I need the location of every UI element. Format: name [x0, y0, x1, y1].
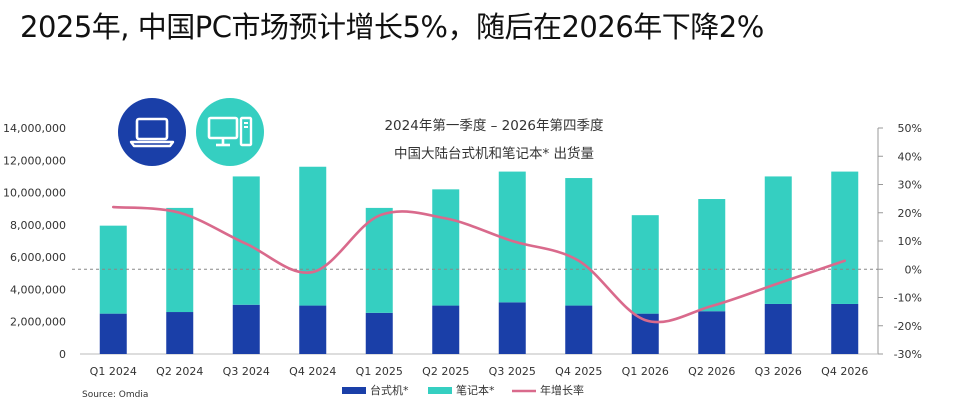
- x-tick-label: Q3 2026: [755, 365, 802, 378]
- x-tick-label: Q2 2026: [688, 365, 735, 378]
- bar-notebook: [365, 207, 393, 313]
- y-left-tick-label: 4,000,000: [10, 283, 66, 296]
- x-tick-label: Q1 2025: [356, 365, 403, 378]
- legend-label-notebook: 笔记本*: [456, 383, 495, 397]
- x-tick-label: Q2 2024: [156, 365, 203, 378]
- x-tick-label: Q1 2026: [622, 365, 669, 378]
- page-headline: 2025年, 中国PC市场预计增长5%，随后在2026年下降2%: [20, 10, 764, 44]
- bar-desktop: [498, 302, 526, 354]
- bar-desktop: [831, 303, 859, 354]
- bar-desktop: [166, 312, 194, 354]
- x-tick-label: Q3 2025: [489, 365, 536, 378]
- legend-label-growth: 年增长率: [540, 383, 584, 397]
- y-right-tick-label: 40%: [898, 150, 922, 163]
- source-note: Source: Omdia: [82, 390, 149, 400]
- bar-desktop: [698, 311, 726, 354]
- y-right-tick-label: 20%: [898, 207, 922, 220]
- y-left-tick-label: 2,000,000: [10, 316, 66, 329]
- bar-desktop: [99, 313, 127, 354]
- x-tick-label: Q4 2024: [289, 365, 336, 378]
- y-right-tick-label: 0%: [905, 263, 922, 276]
- bar-notebook: [432, 189, 460, 306]
- bar-notebook: [565, 178, 593, 306]
- y-left-tick-label: 8,000,000: [10, 219, 66, 232]
- bar-desktop: [232, 304, 260, 354]
- bar-notebook: [764, 176, 792, 304]
- laptop-icon: [118, 98, 186, 166]
- y-left-tick-label: 0: [59, 348, 66, 361]
- bar-notebook: [299, 166, 327, 306]
- x-tick-label: Q2 2025: [422, 365, 469, 378]
- x-tick-label: Q4 2025: [555, 365, 602, 378]
- desktop-computer-icon: [196, 98, 264, 166]
- bar-desktop: [565, 305, 593, 354]
- x-tick-label: Q3 2024: [223, 365, 270, 378]
- y-right-tick-label: 50%: [898, 122, 922, 135]
- chart-title-line1: 2024年第一季度 – 2026年第四季度: [384, 118, 604, 134]
- y-right-tick-label: -30%: [894, 348, 922, 361]
- legend-swatch-notebook: [428, 387, 452, 394]
- bar-desktop: [365, 312, 393, 354]
- y-left-tick-label: 12,000,000: [3, 154, 66, 167]
- x-tick-label: Q4 2026: [821, 365, 868, 378]
- y-right-tick-label: -20%: [894, 320, 922, 333]
- bar-notebook: [166, 207, 194, 313]
- y-left-tick-label: 6,000,000: [10, 251, 66, 264]
- bar-desktop: [432, 305, 460, 354]
- bar-notebook: [698, 199, 726, 312]
- y-right-tick-label: 10%: [898, 235, 922, 248]
- bar-notebook: [631, 215, 659, 314]
- x-tick-label: Q1 2024: [90, 365, 137, 378]
- bar-notebook: [831, 171, 859, 304]
- legend-swatch-desktop: [342, 387, 366, 394]
- y-left-tick-label: 10,000,000: [3, 187, 66, 200]
- bar-desktop: [764, 303, 792, 354]
- legend-label-desktop: 台式机*: [370, 383, 409, 397]
- y-left-tick-label: 14,000,000: [3, 122, 66, 135]
- chart-title-line2: 中国大陆台式机和笔记本* 出货量: [393, 146, 595, 162]
- growth-rate-line: [111, 205, 847, 324]
- bar-desktop: [299, 305, 327, 354]
- y-right-tick-label: -10%: [894, 292, 922, 305]
- y-right-tick-label: 30%: [898, 179, 922, 192]
